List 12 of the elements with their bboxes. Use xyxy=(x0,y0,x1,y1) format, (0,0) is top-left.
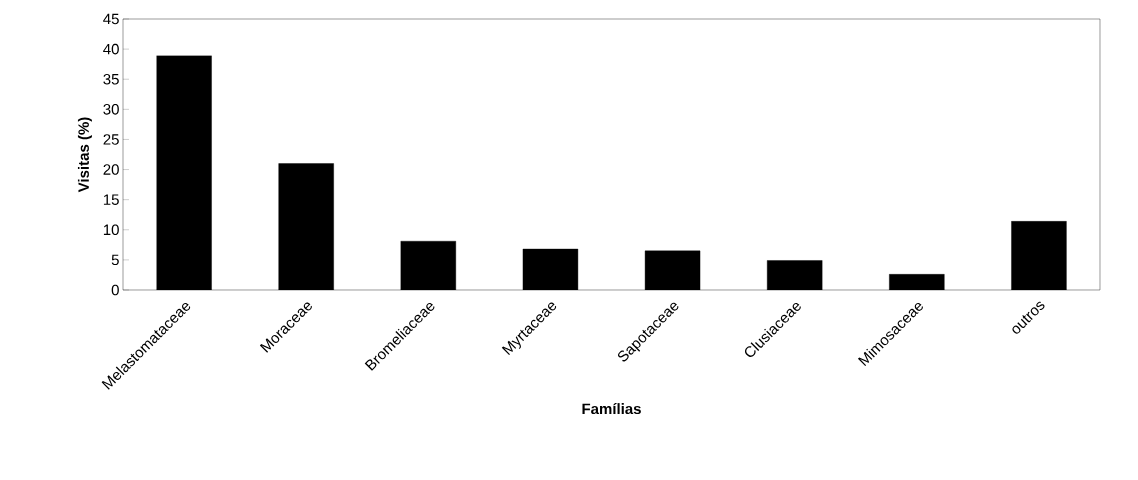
y-tick-label: 25 xyxy=(103,134,119,145)
y-tick-label: 45 xyxy=(103,13,119,25)
y-tick-label: 30 xyxy=(103,104,119,115)
y-axis-title: Visitas (%) xyxy=(77,117,92,193)
y-tick-label: 10 xyxy=(103,224,119,236)
y-tick-label: 0 xyxy=(111,284,119,296)
y-tick-label: 35 xyxy=(103,73,119,85)
y-tick-label: 40 xyxy=(103,43,119,55)
y-tick-label: 15 xyxy=(103,194,119,205)
y-tick-label: 5 xyxy=(111,254,119,266)
y-tick-label: 20 xyxy=(103,164,119,175)
x-axis-title: Famílias xyxy=(582,402,641,415)
